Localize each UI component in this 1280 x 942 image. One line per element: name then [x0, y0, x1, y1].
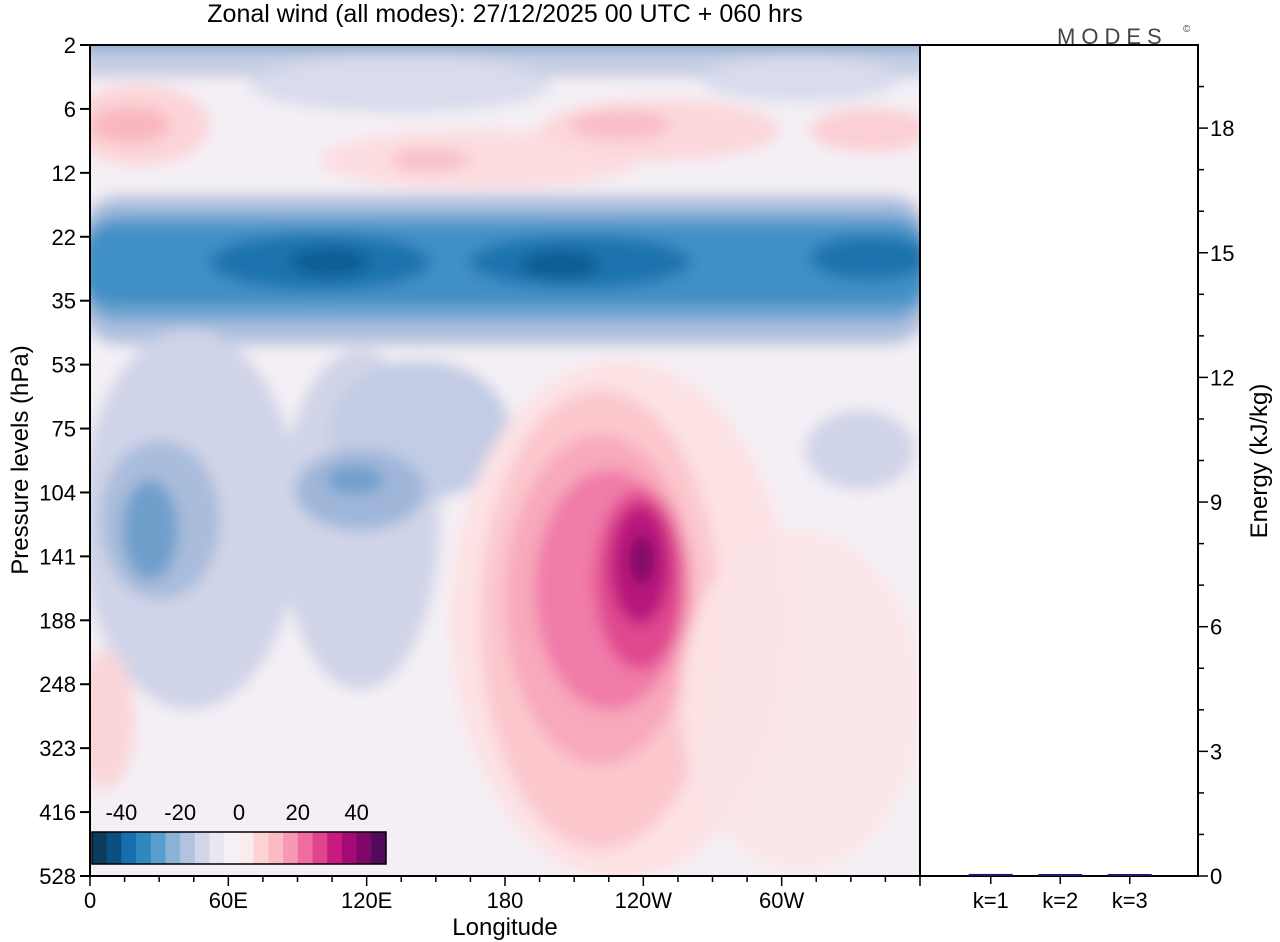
energy-bar	[968, 873, 1013, 876]
energy-bar-panel: 0 3 6 9 12 15 18 k=1 k=2 k=3 Energy (kJ/kg)	[919, 44, 1273, 913]
colorbar-swatch	[312, 832, 328, 864]
negative-peak-60e	[290, 248, 370, 276]
pressure-tick-label: 53	[52, 353, 76, 378]
energy-tick-label: 15	[1210, 241, 1234, 266]
longitude-tick-label: 180	[487, 888, 524, 913]
colorbar-swatch	[136, 832, 152, 864]
colorbar-swatch	[150, 832, 166, 864]
pressure-tick-label: 75	[52, 417, 76, 442]
pressure-axis: 2 6 12 22 35 53 75 104 141 188 248 323 416 528	[39, 33, 90, 889]
positive-core-east	[570, 111, 670, 139]
pressure-tick-label: 6	[64, 97, 76, 122]
energy-tick-label: 18	[1210, 116, 1234, 141]
longitude-tick-label: 120E	[341, 888, 392, 913]
negative-core-20e	[122, 480, 178, 580]
pressure-tick-label: 188	[39, 608, 76, 633]
colorbar-tick-label: 0	[233, 800, 245, 825]
pressure-tick-label: 416	[39, 800, 76, 825]
colorbar-swatch	[180, 832, 196, 864]
bar-category-label: k=1	[973, 888, 1009, 913]
pressure-tick-label: 2	[64, 33, 76, 58]
negative-core-90e	[327, 466, 383, 494]
negative-peak-150e	[520, 251, 600, 279]
colorbar-swatch	[106, 832, 122, 864]
pressure-tick-label: 248	[39, 672, 76, 697]
positive-core-west	[90, 107, 170, 143]
colorbar-frame	[91, 831, 387, 865]
energy-tick-label: 6	[1210, 615, 1222, 640]
colorbar-swatch	[297, 832, 313, 864]
negative-lobe-east	[805, 410, 915, 490]
longitude-axis-label: Longitude	[452, 914, 557, 941]
colorbar-tick-label: -20	[164, 800, 196, 825]
energy-bar	[1107, 874, 1152, 876]
pressure-tick-label: 104	[39, 480, 76, 505]
longitude-tick-label: 60E	[209, 888, 248, 913]
top-negative-edge	[90, 45, 920, 49]
positive-patch-far-east	[810, 108, 920, 152]
colorbar-swatch	[283, 832, 299, 864]
upper-negative-patch	[250, 57, 550, 113]
positive-patch-lower-right	[680, 530, 920, 870]
pressure-tick-label: 35	[52, 289, 76, 314]
energy-tick-label: 9	[1210, 490, 1222, 515]
pressure-axis-label: Pressure levels (hPa)	[7, 345, 34, 574]
colorbar-swatch	[165, 832, 181, 864]
colorbar-swatch	[327, 832, 343, 864]
bar-category-label: k=3	[1112, 888, 1148, 913]
longitude-axis: 0 60E 120E 180 120W 60W	[84, 876, 921, 913]
pressure-tick-label: 12	[52, 161, 76, 186]
colorbar-tick-label: -40	[106, 800, 138, 825]
colorbar-swatch	[92, 832, 108, 864]
colorbar-swatch	[341, 832, 358, 864]
colorbar-swatch	[194, 832, 211, 864]
colorbar-swatch	[356, 832, 372, 864]
chart-title: Zonal wind (all modes): 27/12/2025 00 UT…	[207, 0, 802, 28]
energy-bar	[1038, 874, 1083, 876]
energy-tick-label: 0	[1210, 864, 1222, 889]
longitude-tick-label: 60W	[759, 888, 804, 913]
pressure-tick-label: 22	[52, 225, 76, 250]
colorbar: -40 -20 0 20 40	[91, 800, 387, 865]
longitude-tick-label: 0	[84, 888, 96, 913]
colorbar-swatch	[253, 832, 269, 864]
pressure-tick-label: 323	[39, 736, 76, 761]
longitude-tick-label: 120W	[615, 888, 673, 913]
colorbar-swatch	[239, 832, 255, 864]
copyright-mark: ©	[1183, 24, 1191, 35]
colorbar-swatch	[209, 832, 225, 864]
positive-patch-lower-left	[90, 650, 135, 790]
energy-axis-label: Energy (kJ/kg)	[1246, 384, 1273, 539]
energy-tick-label: 3	[1210, 739, 1222, 764]
pressure-tick-label: 141	[39, 544, 76, 569]
colorbar-swatch	[121, 832, 137, 864]
bar-frame	[919, 44, 1199, 877]
energy-tick-label: 12	[1210, 365, 1234, 390]
positive-core-center	[390, 148, 470, 172]
colorbar-swatch	[371, 832, 387, 864]
positive-jet-peak	[630, 535, 654, 585]
pressure-tick-label: 528	[39, 864, 76, 889]
bar-category-label: k=2	[1042, 888, 1078, 913]
colorbar-swatch	[224, 832, 240, 864]
colorbar-tick-label: 40	[344, 800, 368, 825]
colorbar-tick-label: 20	[286, 800, 310, 825]
zonal-wind-field	[90, 45, 920, 876]
upper-negative-patch-east	[700, 58, 900, 102]
colorbar-swatch	[268, 832, 284, 864]
negative-core-east	[810, 236, 920, 280]
